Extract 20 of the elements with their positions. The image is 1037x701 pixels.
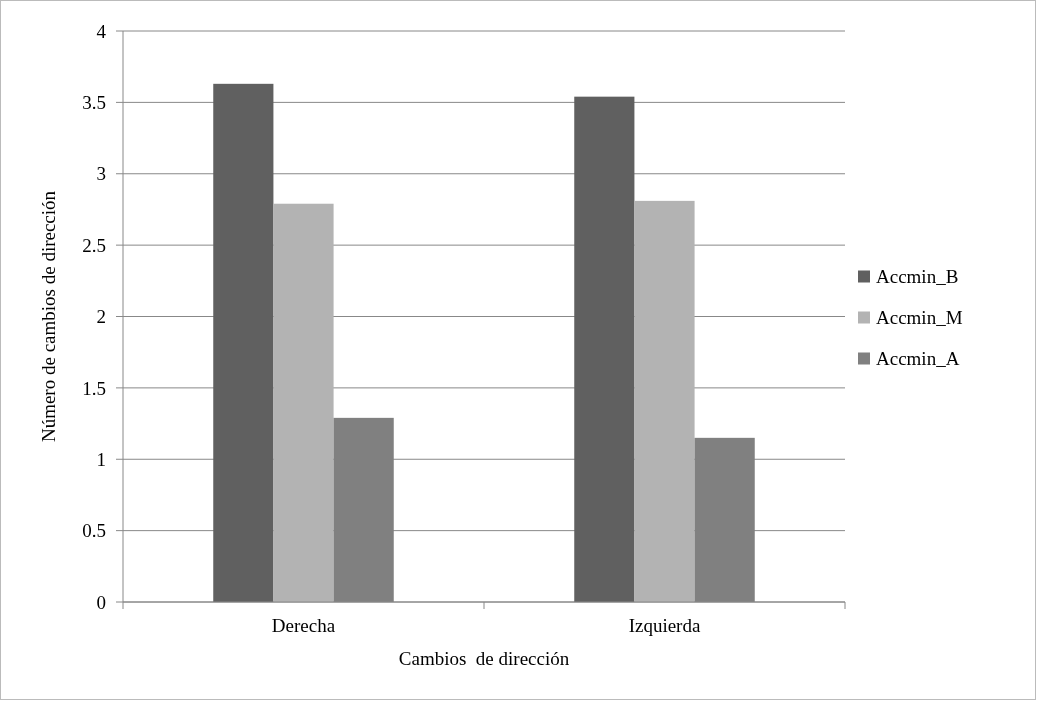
y-tick-label: 1 xyxy=(96,448,106,470)
x-tick-label: Izquierda xyxy=(628,615,701,636)
y-tick-label: 3 xyxy=(96,163,106,185)
legend-label: Accmin_B xyxy=(876,266,959,288)
x-tick-label: Derecha xyxy=(271,615,336,636)
bar xyxy=(634,200,695,602)
y-tick-label: 3.5 xyxy=(82,92,106,114)
x-axis-title: Cambios de dirección xyxy=(398,648,570,669)
y-tick-label: 2.5 xyxy=(82,234,106,256)
y-tick-label: 1.5 xyxy=(82,377,106,399)
y-tick-label: 0 xyxy=(96,591,106,613)
legend-label: Accmin_A xyxy=(876,348,960,370)
y-axis-title: Número de cambios de dirección xyxy=(38,190,59,443)
y-tick-label: 2 xyxy=(96,306,106,328)
y-tick-label: 4 xyxy=(96,20,107,42)
bar xyxy=(273,203,334,602)
bar xyxy=(574,96,635,602)
bar xyxy=(213,83,274,602)
legend-label: Accmin_M xyxy=(876,307,963,329)
y-tick-label: 0.5 xyxy=(82,520,106,542)
